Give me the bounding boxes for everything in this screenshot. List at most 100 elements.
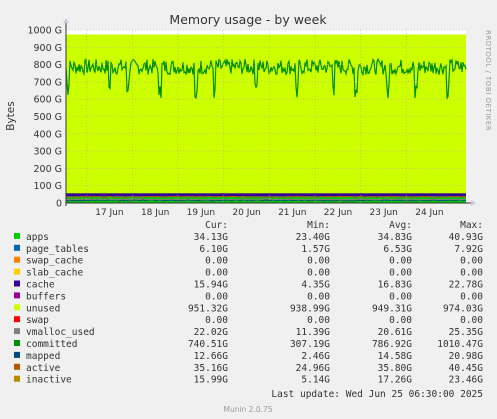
legend-max-value: 0.00	[460, 256, 483, 267]
y-tick-label: 0	[56, 199, 62, 210]
legend-name: active	[26, 363, 61, 374]
legend-name: mapped	[26, 351, 60, 362]
legend-swatch	[14, 268, 20, 275]
legend-min-value: 0.00	[307, 291, 330, 302]
legend-swatch	[14, 328, 20, 335]
y-axis-arrow	[63, 18, 69, 23]
y-tick-label: 900 G	[33, 43, 62, 54]
legend-avg-value: 0.00	[389, 256, 412, 267]
legend-min-value: 0.00	[307, 315, 330, 326]
legend-cur-value: 951.32G	[188, 303, 228, 314]
legend-max-value: 23.46G	[449, 375, 484, 386]
legend-min-value: 307.19G	[290, 339, 330, 350]
line-mapped	[65, 199, 467, 202]
side-label: RRDTOOL / TOBI OETIKER	[484, 30, 492, 131]
legend-swatch	[14, 340, 20, 346]
y-axis-label: Bytes	[5, 101, 17, 130]
legend-swatch	[14, 375, 20, 382]
legend-avg-value: 786.92G	[372, 339, 412, 350]
legend-cur-value: 740.51G	[188, 339, 228, 350]
x-tick-label: 22 Jun	[324, 208, 352, 218]
legend-swatch	[14, 304, 20, 311]
legend-header-min: Min:	[307, 220, 330, 231]
legend-header-cur: Cur:	[205, 220, 228, 231]
plot-area: 0 100 G 200 G 300 G 400 G 500 G 600 G 700 G 800 …	[27, 18, 476, 218]
legend-min-value: 24.96G	[296, 363, 331, 374]
legend-min-value: 11.39G	[296, 327, 331, 338]
line-active	[65, 195, 467, 198]
legend-max-value: 40.45G	[449, 363, 484, 374]
y-tick-label: 1000 G	[27, 26, 62, 37]
legend-swatch	[14, 256, 20, 263]
legend-avg-value: 0.00	[389, 315, 412, 326]
legend-cur-value: 0.00	[205, 291, 228, 302]
legend-min-value: 938.99G	[290, 303, 330, 314]
legend-max-value: 40.93G	[449, 232, 484, 243]
legend-avg-value: 35.80G	[378, 363, 413, 374]
x-tick-label: 23 Jun	[370, 208, 398, 218]
legend: Cur: Min: Avg: Max: apps 34.13G 23.40G 34.83G 40…	[14, 220, 483, 386]
y-tick-label: 300 G	[33, 147, 62, 158]
legend-swatch	[14, 232, 20, 239]
legend-cur-value: 12.66G	[194, 351, 229, 362]
legend-avg-value: 0.00	[389, 268, 412, 279]
legend-name: cache	[26, 280, 55, 291]
legend-min-value: 2.46G	[301, 351, 330, 362]
legend-cur-value: 0.00	[205, 315, 228, 326]
legend-name: swap	[26, 315, 49, 326]
line-vmalloc-used	[65, 198, 467, 201]
chart-title: Memory usage - by week	[169, 12, 327, 27]
legend-avg-value: 16.83G	[378, 280, 413, 291]
legend-name: page_tables	[26, 244, 89, 255]
legend-name: swap_cache	[26, 256, 83, 267]
legend-max-value: 25.35G	[449, 327, 484, 338]
y-tick-label: 600 G	[33, 95, 62, 106]
legend-max-value: 7.92G	[454, 244, 483, 255]
legend-max-value: 974.03G	[443, 303, 483, 314]
legend-avg-value: 14.58G	[378, 351, 413, 362]
legend-name: apps	[26, 232, 49, 243]
legend-min-value: 1.57G	[301, 244, 330, 255]
legend-avg-value: 6.53G	[383, 244, 412, 255]
legend-max-value: 1010.47G	[437, 339, 483, 350]
x-tick-label: 24 Jun	[415, 208, 443, 218]
legend-name: buffers	[26, 291, 66, 302]
x-tick-label: 17 Jun	[95, 208, 123, 218]
area-unused	[66, 34, 466, 203]
legend-swatch	[14, 363, 20, 370]
legend-min-value: 23.40G	[296, 232, 331, 243]
legend-cur-value: 0.00	[205, 256, 228, 267]
x-tick-label: 21 Jun	[278, 208, 306, 218]
legend-avg-value: 34.83G	[378, 232, 413, 243]
legend-swatch	[14, 280, 20, 287]
legend-swatch	[14, 351, 20, 358]
y-tick-label: 100 G	[33, 181, 62, 192]
legend-cur-value: 6.10G	[199, 244, 228, 255]
y-tick-label: 400 G	[33, 129, 62, 140]
legend-cur-value: 15.99G	[194, 375, 229, 386]
y-tick-label: 800 G	[33, 60, 62, 71]
y-tick-label: 200 G	[33, 164, 62, 175]
x-tick-label: 18 Jun	[141, 208, 169, 218]
legend-min-value: 0.00	[307, 268, 330, 279]
x-axis-arrow	[471, 200, 476, 206]
footer-version: Munin 2.0.75	[223, 405, 272, 414]
legend-max-value: 0.00	[460, 315, 483, 326]
legend-name: committed	[26, 339, 77, 350]
legend-cur-value: 22.02G	[194, 327, 229, 338]
legend-cur-value: 34.13G	[194, 232, 229, 243]
legend-name: inactive	[26, 375, 72, 386]
legend-header-avg: Avg:	[389, 220, 412, 231]
legend-min-value: 0.00	[307, 256, 330, 267]
legend-min-value: 5.14G	[301, 375, 330, 386]
legend-header-max: Max:	[460, 220, 483, 231]
x-tick-label: 20 Jun	[232, 208, 260, 218]
legend-max-value: 20.98G	[449, 351, 484, 362]
y-tick-label: 500 G	[33, 112, 62, 123]
legend-max-value: 0.00	[460, 291, 483, 302]
legend-max-value: 22.78G	[449, 280, 484, 291]
legend-avg-value: 20.61G	[378, 327, 413, 338]
legend-cur-value: 35.16G	[194, 363, 229, 374]
legend-min-value: 4.35G	[301, 280, 330, 291]
